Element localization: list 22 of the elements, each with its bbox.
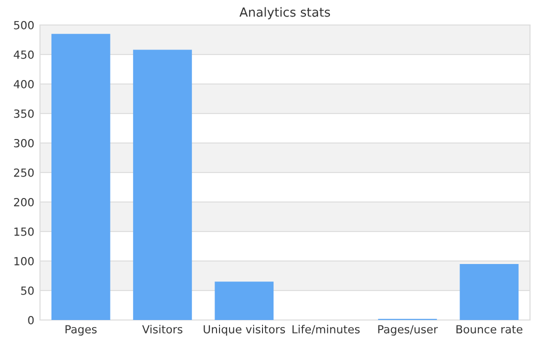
x-tick-label: Life/minutes (292, 324, 360, 334)
y-tick-label: 250 (14, 168, 34, 177)
y-tick-label: 100 (14, 256, 34, 266)
y-tick-label: 0 (28, 316, 34, 324)
y-tick-label: 150 (14, 227, 34, 236)
y-tick-label: 450 (14, 50, 34, 59)
chart-title: Analytics stats (239, 7, 330, 20)
bar (460, 264, 519, 320)
y-tick-label: 200 (14, 198, 34, 206)
y-tick-label: 400 (14, 80, 34, 88)
y-tick-label: 50 (21, 286, 34, 295)
y-tick-label: 350 (14, 109, 34, 118)
bar (51, 34, 110, 320)
x-tick-label: Visitors (142, 324, 182, 334)
y-tick-label: 300 (14, 138, 34, 148)
x-tick-label: Bounce rate (456, 325, 522, 334)
x-tick-label: Unique visitors (204, 324, 286, 336)
x-tick-label: Pages (66, 325, 97, 336)
bar (133, 50, 192, 320)
x-tick-label: Pages/user (378, 325, 438, 336)
bar (214, 282, 274, 320)
y-tick-label: 500 (14, 20, 34, 30)
